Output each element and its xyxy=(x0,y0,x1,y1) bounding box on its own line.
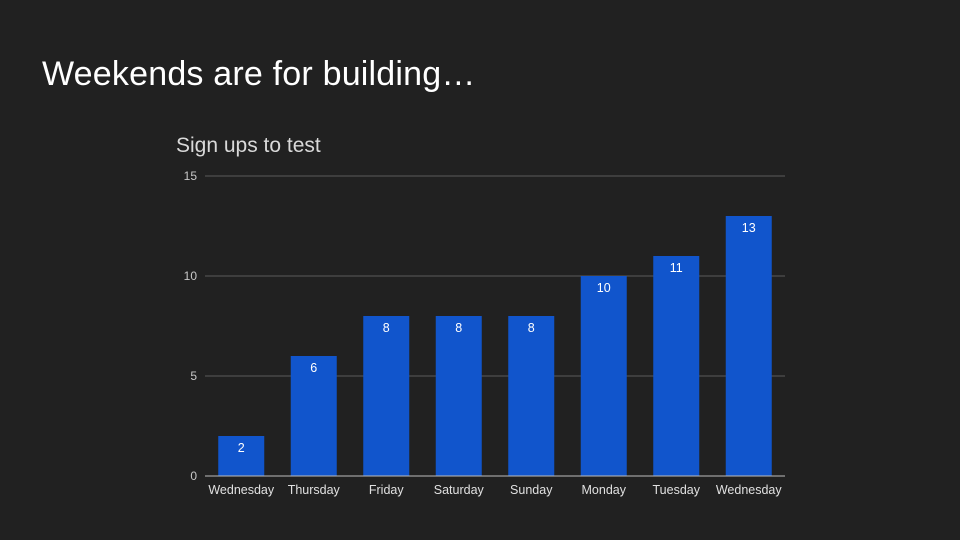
x-axis-categories: Wednesday Thursday Friday Saturday Sunday Mon… xyxy=(208,483,782,497)
data-label: 2 xyxy=(238,441,245,455)
y-tick-label: 5 xyxy=(190,369,197,383)
data-label: 10 xyxy=(597,281,611,295)
x-category-label: Sunday xyxy=(510,483,553,497)
chart-title: Sign ups to test xyxy=(176,134,321,157)
bar xyxy=(363,316,410,476)
x-category-label: Wednesday xyxy=(208,483,275,497)
bar xyxy=(653,256,700,476)
y-axis-ticks: 0 5 10 15 xyxy=(184,169,198,483)
bar xyxy=(725,216,772,476)
x-category-label: Friday xyxy=(369,483,404,497)
data-label: 8 xyxy=(455,321,462,335)
data-label: 8 xyxy=(528,321,535,335)
bar xyxy=(508,316,555,476)
data-label: 6 xyxy=(310,361,317,375)
x-category-label: Tuesday xyxy=(653,483,701,497)
data-label: 11 xyxy=(670,261,683,275)
data-label: 8 xyxy=(383,321,390,335)
x-category-label: Saturday xyxy=(434,483,485,497)
bar xyxy=(435,316,482,476)
bar xyxy=(290,356,337,476)
slide-title: Weekends are for building… xyxy=(42,55,476,93)
data-label: 13 xyxy=(742,221,756,235)
bar xyxy=(580,276,627,476)
bar xyxy=(218,436,265,476)
x-category-label: Wednesday xyxy=(716,483,783,497)
data-labels: 2 6 8 8 8 10 11 13 xyxy=(238,221,756,455)
y-tick-label: 10 xyxy=(184,269,198,283)
y-tick-label: 15 xyxy=(184,169,198,183)
x-category-label: Thursday xyxy=(288,483,341,497)
y-tick-label: 0 xyxy=(190,469,197,483)
bars xyxy=(218,216,772,476)
x-category-label: Monday xyxy=(582,483,627,497)
